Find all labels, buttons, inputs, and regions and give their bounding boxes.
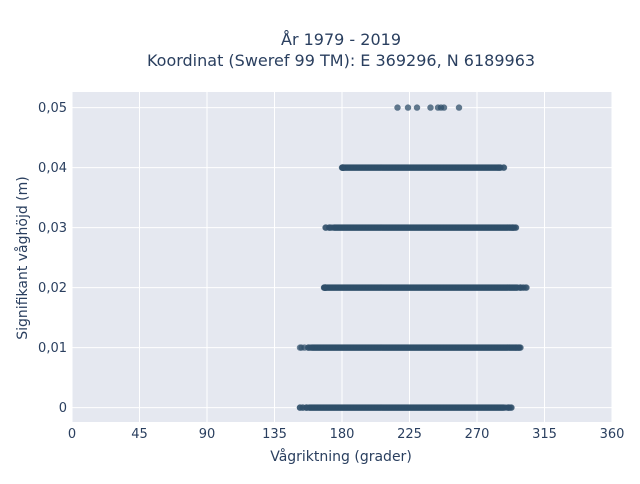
x-tick-label: 90 xyxy=(199,427,216,442)
y-axis-label: Signifikant våghöjd (m) xyxy=(14,176,31,339)
data-point xyxy=(440,104,448,111)
data-point xyxy=(307,344,315,351)
data-point xyxy=(523,284,530,291)
data-point xyxy=(322,224,329,231)
x-tick-label: 225 xyxy=(397,427,422,442)
band-0 xyxy=(296,404,515,411)
y-tick-label: 0,01 xyxy=(38,341,67,356)
y-tick-label: 0,05 xyxy=(38,101,67,116)
data-point xyxy=(394,104,401,111)
x-tick-label: 0 xyxy=(68,427,76,442)
band-2 xyxy=(320,284,530,291)
y-axis-ticks: 0 0,01 0,02 0,03 0,04 0,05 xyxy=(38,101,67,416)
data-point xyxy=(500,164,508,171)
data-points xyxy=(296,104,530,411)
data-point xyxy=(404,104,412,111)
data-point xyxy=(427,104,434,111)
y-tick-label: 0,04 xyxy=(38,161,67,176)
x-tick-label: 270 xyxy=(465,427,490,442)
x-tick-label: 180 xyxy=(330,427,355,442)
data-point xyxy=(338,164,346,171)
band-4 xyxy=(338,164,508,171)
x-axis-label: Vågriktning (grader) xyxy=(270,448,412,465)
x-axis-ticks: 0 45 90 135 180 225 270 315 360 xyxy=(68,427,625,442)
x-tick-label: 315 xyxy=(532,427,557,442)
y-tick-label: 0,02 xyxy=(38,281,67,296)
y-tick-label: 0,03 xyxy=(38,221,67,236)
band-1 xyxy=(296,344,524,351)
x-tick-label: 45 xyxy=(131,427,148,442)
data-point xyxy=(296,404,304,411)
data-point xyxy=(516,284,524,291)
data-point xyxy=(302,404,310,411)
data-point xyxy=(508,404,515,411)
band-3 xyxy=(322,224,520,231)
data-point xyxy=(517,344,524,351)
chart-title-line-2: Koordinat (Sweref 99 TM): E 369296, N 61… xyxy=(147,51,535,70)
data-point xyxy=(296,344,304,351)
data-point xyxy=(320,284,328,291)
data-point xyxy=(413,104,421,111)
data-point xyxy=(455,104,463,111)
x-tick-label: 360 xyxy=(600,427,625,442)
x-tick-label: 135 xyxy=(262,427,287,442)
data-point xyxy=(512,224,520,231)
y-tick-label: 0 xyxy=(59,401,67,416)
chart-title-line-1: År 1979 - 2019 xyxy=(281,30,401,49)
